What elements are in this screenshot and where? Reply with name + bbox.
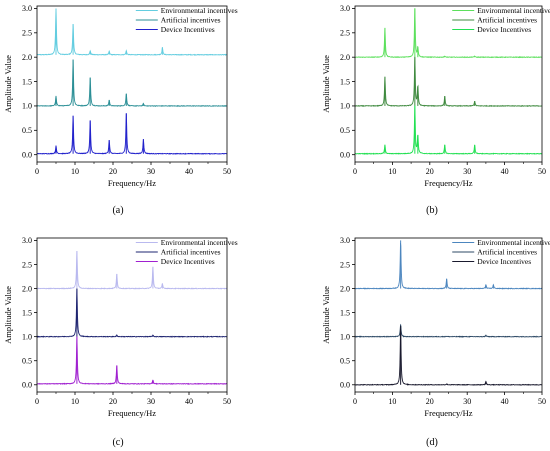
series-line-1 (37, 251, 227, 290)
series-line-3 (37, 113, 227, 155)
x-tick-label: 30 (463, 397, 471, 406)
y-tick-label: 1.0 (22, 102, 32, 111)
x-tick-label: 20 (109, 167, 117, 176)
y-tick-label: 1.0 (22, 332, 32, 341)
x-tick-label: 10 (71, 167, 79, 176)
x-tick-label: 30 (147, 167, 155, 176)
y-tick-label: 0.0 (22, 381, 32, 390)
series-line-3 (355, 105, 542, 155)
series-line-3 (355, 329, 542, 386)
series-line-1 (355, 242, 542, 290)
y-tick-label: 3.0 (22, 236, 32, 245)
chart-panel-4: 0 10 20 30 40 50 0.0 0.5 1.0 1.5 2.0 2.5 3.0 Frequenc… (321, 236, 550, 448)
series-group (355, 8, 542, 155)
panel-label: (c) (112, 437, 123, 448)
chart-panel-3: 0 10 20 30 40 50 0.0 0.5 1.0 1.5 2.0 2.5 3.0 Frequenc… (3, 236, 238, 448)
y-tick-label: 2.0 (340, 284, 350, 293)
x-axis-label: Frequency/Hz (108, 408, 156, 418)
y-tick-label: 0.0 (22, 150, 32, 159)
legend-entry-2: Artificial incentives (477, 248, 537, 257)
series-line-2 (355, 56, 542, 107)
chart-panel-2: 0 10 20 30 40 50 0.0 0.5 1.0 1.5 2.0 2.5 3.0 Frequenc… (321, 4, 550, 216)
x-tick-label: 20 (426, 397, 434, 406)
x-tick-label: 30 (147, 397, 155, 406)
y-tick-label: 3.0 (340, 4, 350, 13)
x-axis-label: Frequency/Hz (108, 178, 156, 188)
legend-entry-1: Environmental incentives (477, 238, 550, 247)
x-tick-label: 50 (538, 167, 546, 176)
legend-entry-1: Environmental incentives (161, 6, 238, 15)
x-tick-label: 0 (353, 397, 357, 406)
y-tick-label: 2.0 (340, 53, 350, 62)
x-tick-label: 40 (185, 397, 193, 406)
x-tick-label: 10 (71, 397, 79, 406)
y-axis-label: Amplitude Value (3, 286, 13, 344)
legend-entry-1: Environmental incentives (161, 238, 238, 247)
x-axis-label: Frequency/Hz (424, 408, 472, 418)
chart-panel-1: 0 10 20 30 40 50 0.0 0.5 1.0 1.5 2.0 2.5 3.0 Frequenc… (3, 4, 238, 216)
y-tick-label: 0.0 (340, 150, 350, 159)
series-line-2 (37, 59, 227, 108)
y-axis-label: Amplitude Value (321, 55, 331, 113)
x-tick-label: 10 (388, 167, 396, 176)
x-tick-label: 30 (463, 167, 471, 176)
legend-entry-1: Environmental incentives (477, 6, 550, 15)
y-tick-label: 0.5 (22, 357, 32, 366)
y-tick-label: 0.0 (340, 381, 350, 390)
series-group (37, 250, 227, 385)
legend-entry-2: Artificial incentives (161, 16, 221, 25)
series-group (355, 240, 542, 386)
y-tick-label: 2.5 (22, 29, 32, 38)
panel-label: (a) (112, 205, 123, 216)
y-tick-label: 0.5 (340, 126, 350, 135)
y-tick-label: 1.5 (340, 77, 350, 86)
y-tick-label: 0.5 (340, 357, 350, 366)
x-tick-label: 50 (538, 397, 546, 406)
series-line-2 (355, 323, 542, 338)
y-tick-label: 2.5 (22, 260, 32, 269)
x-tick-label: 20 (109, 397, 117, 406)
series-line-1 (355, 8, 542, 59)
x-tick-label: 50 (223, 397, 231, 406)
legend-entry-3: Device Incentives (161, 25, 215, 34)
y-tick-label: 3.0 (22, 4, 32, 13)
series-group (37, 8, 227, 155)
y-tick-label: 3.0 (340, 236, 350, 245)
legend-entry-2: Artificial incentives (161, 248, 221, 257)
y-axis-label: Amplitude Value (3, 55, 13, 113)
x-tick-label: 40 (501, 397, 509, 406)
x-tick-label: 0 (353, 167, 357, 176)
y-tick-label: 1.5 (22, 77, 32, 86)
series-line-3 (37, 336, 227, 385)
y-tick-label: 1.5 (22, 308, 32, 317)
legend-entry-2: Artificial incentives (477, 16, 537, 25)
legend-entry-3: Device Incentives (477, 257, 531, 266)
x-tick-label: 40 (185, 167, 193, 176)
y-axis-label: Amplitude Value (321, 286, 331, 344)
series-line-2 (37, 288, 227, 338)
x-tick-label: 50 (223, 167, 231, 176)
y-tick-label: 1.0 (340, 102, 350, 111)
x-tick-label: 10 (388, 397, 396, 406)
x-tick-label: 0 (35, 397, 39, 406)
y-tick-label: 2.0 (22, 284, 32, 293)
y-tick-label: 2.5 (340, 29, 350, 38)
series-line-1 (37, 8, 227, 56)
y-tick-label: 2.0 (22, 53, 32, 62)
x-tick-label: 40 (501, 167, 509, 176)
y-tick-label: 1.5 (340, 308, 350, 317)
legend-entry-3: Device Incentives (477, 25, 531, 34)
x-tick-label: 20 (426, 167, 434, 176)
x-tick-label: 0 (35, 167, 39, 176)
panel-label: (d) (426, 437, 438, 448)
x-axis-label: Frequency/Hz (424, 178, 472, 188)
y-tick-label: 1.0 (340, 332, 350, 341)
panel-label: (b) (426, 205, 438, 216)
legend-entry-3: Device Incentives (161, 257, 215, 266)
y-tick-label: 2.5 (340, 260, 350, 269)
y-tick-label: 0.5 (22, 126, 32, 135)
